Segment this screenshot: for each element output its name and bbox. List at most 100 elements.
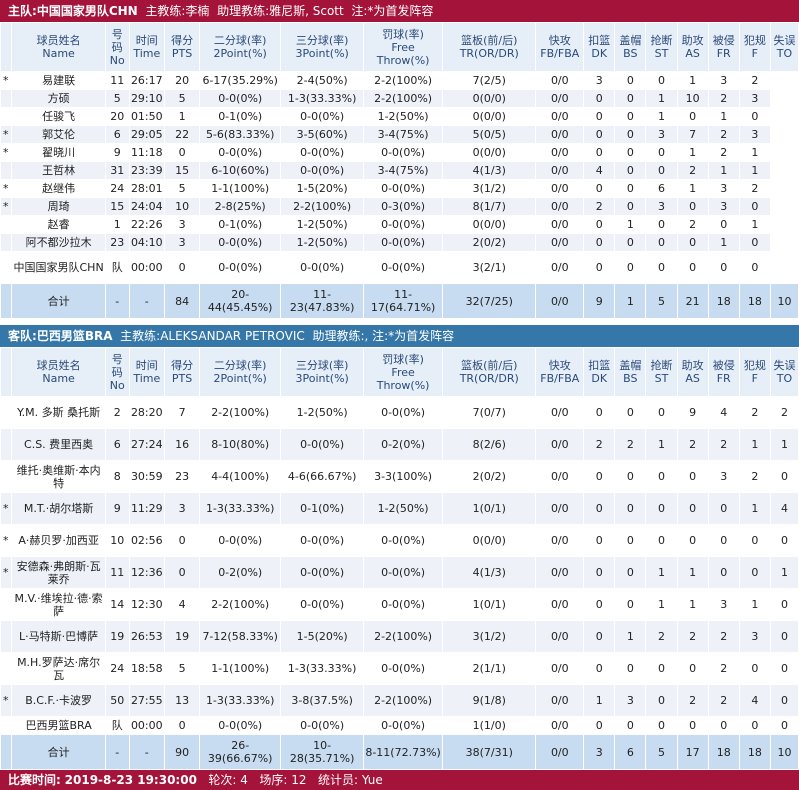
stat-cell: 7-12(58.33%) (199, 620, 282, 653)
column-header-zh: 罚球(率) (382, 352, 424, 366)
stat-cell: 0 (676, 197, 709, 216)
stat-cell: 1 (676, 179, 709, 198)
player-name: L·马特斯·巴博萨 (11, 620, 106, 653)
stat-cell: 0-0(0%) (280, 716, 365, 735)
player-name: 翟晓川 (11, 143, 106, 162)
stat-cell: 0 (583, 492, 616, 525)
stat-cell: 0 (676, 652, 709, 685)
column-header: 抢断 ST (645, 22, 678, 72)
stat-cell: 5 (163, 179, 201, 198)
stat-cell: 0-0(0%) (363, 215, 444, 234)
player-name: A·赫贝罗·加西亚 (11, 524, 106, 557)
stat-cell: 0/0 (535, 161, 585, 180)
stat-cell: 0 (676, 107, 709, 126)
stat-cell: 2(0/2) (442, 233, 537, 252)
table-row: Y.M. 多斯 桑托斯 2 28:20 7 2-2(100%) 1-2(50%) 0-0(0… (0, 396, 799, 429)
stat-cell: 8-10(80%) (199, 428, 282, 461)
stat-cell: 3 (614, 684, 647, 717)
away-note: *为首发阵容 (388, 329, 455, 343)
stat-cell: 1 (645, 89, 678, 108)
stat-cell: 5-6(83.33%) (199, 125, 282, 144)
total-cell: 0/0 (535, 283, 585, 319)
stat-cell: 27:55 (128, 684, 165, 717)
stat-cell: 7 (163, 396, 201, 429)
stat-cell: 29:05 (128, 125, 165, 144)
player-name: 安德森·弗朗斯·瓦莱乔 (11, 556, 106, 589)
stat-cell: 0 (769, 588, 799, 621)
starter-mark (0, 396, 13, 429)
stat-cell: 1 (707, 233, 740, 252)
stat-cell: 0-0(0%) (363, 251, 444, 284)
total-cell: 8-11(72.73%) (363, 734, 444, 770)
stat-cell: 0 (676, 460, 709, 493)
column-header-en: Name (42, 372, 75, 385)
total-cell: 1 (614, 283, 647, 319)
column-header: 时间 Time (128, 22, 165, 72)
column-header-en: Name (42, 47, 75, 60)
stat-label: 统计员: (317, 773, 358, 787)
column-header-en: 2Point(%) (213, 372, 267, 385)
stat-cell: 0 (163, 524, 201, 557)
stat-cell: 11 (104, 71, 130, 90)
table-row: 巴西男篮BRA 队 00:00 0 0-0(0%) 0-0(0%) 0-0(0%) 1(1/0… (0, 716, 799, 735)
stat-cell: 14 (104, 588, 130, 621)
table-row: * A·赫贝罗·加西亚 10 02:56 0 0-0(0%) 0-0(0%) 0-0(0%) 0… (0, 524, 799, 557)
stat-cell: 0 (163, 251, 201, 284)
stat-cell: 3(1/2) (442, 179, 537, 198)
home-player-rows: * 易建联 11 26:17 20 6-17(35.29%) 2-4(50%) 2-2(100… (0, 71, 799, 319)
column-header: 助攻 AS (676, 22, 709, 72)
stat-cell: 0-0(0%) (280, 556, 365, 589)
column-header-en: BS (623, 372, 638, 385)
star-col-header (0, 347, 13, 397)
stat-cell: 2 (738, 71, 771, 90)
stat-cell: 0 (583, 143, 616, 162)
stat-cell: 0-0(0%) (199, 143, 282, 162)
stat-cell: 0 (583, 556, 616, 589)
stat-cell: 3 (645, 125, 678, 144)
stat-cell: 1 (583, 684, 616, 717)
starter-mark (0, 428, 13, 461)
stat-cell: 15 (104, 197, 130, 216)
stat-cell: 1 (769, 428, 799, 461)
home-header-row: 球员姓名 Name 号码 No 时间 Time 得分 PTS 二分球(率) 2Point(%) 三分… (0, 22, 799, 72)
stat-cell: 2 (676, 684, 709, 717)
stat-cell: 22 (163, 125, 201, 144)
column-header-en: DK (591, 47, 608, 60)
stat-cell: 10 (676, 89, 709, 108)
player-name: B.C.F.·卡波罗 (11, 684, 106, 717)
starter-mark (0, 215, 13, 234)
stat-cell: 8 (104, 460, 130, 493)
stat-cell: 0 (614, 89, 647, 108)
stat-cell: 1 (676, 588, 709, 621)
stat-cell: 4 (738, 684, 771, 717)
total-cell: 6 (614, 734, 647, 770)
stat-cell: 0 (738, 716, 771, 735)
column-header-zh: 篮板(前/后) (461, 34, 518, 47)
stat-cell: 0 (645, 161, 678, 180)
stat-cell: 26:17 (128, 71, 165, 90)
column-header: 被侵 FR (707, 22, 740, 72)
stat-cell: 4-6(66.67%) (280, 460, 365, 493)
stat-cell: 23 (163, 460, 201, 493)
stat-cell: 1 (614, 215, 647, 234)
stat-cell: 0 (614, 161, 647, 180)
stat-cell: 1(1/0) (442, 716, 537, 735)
total-row: 合计 - -84 20-44(45.45%) 11-23(47.83%) 11-17(64… (0, 283, 799, 319)
stat-cell: 26:53 (128, 620, 165, 653)
table-row: M.V.·维埃拉·德·索萨 14 12:30 4 2-2(100%) 0-0(0%) 0-0… (0, 588, 799, 621)
stat-cell: 28:20 (128, 396, 165, 429)
stat-cell: 1 (104, 215, 130, 234)
column-header-en: BS (623, 47, 638, 60)
stat-cell: 1-3(33.33%) (280, 89, 365, 108)
stat-cell: 0 (676, 233, 709, 252)
stat-cell: 18:58 (128, 652, 165, 685)
stat-cell: 0-0(0%) (199, 716, 282, 735)
stat-cell: 24 (104, 652, 130, 685)
column-header-en: TR(OR/DR) (459, 47, 519, 60)
player-name: Y.M. 多斯 桑托斯 (11, 396, 106, 429)
column-header-zh: 二分球(率) (213, 34, 267, 47)
player-name: 赵继伟 (11, 179, 106, 198)
column-header-en: TO (776, 47, 793, 60)
player-name: M.T.·胡尔塔斯 (11, 492, 106, 525)
stat-cell: 0-0(0%) (280, 251, 365, 284)
